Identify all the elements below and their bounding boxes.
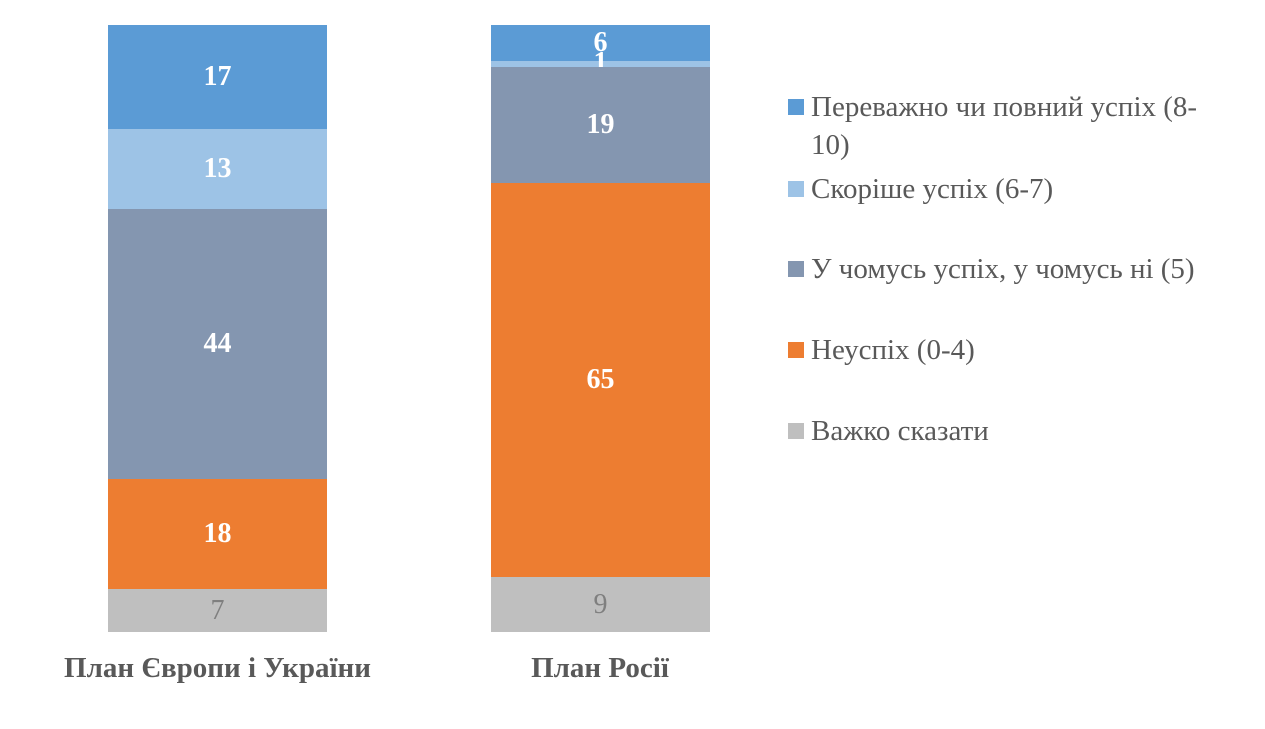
data-label: 13 bbox=[203, 153, 232, 185]
data-label: 65 bbox=[586, 364, 615, 396]
segment-hard-to-say: 7 bbox=[108, 589, 327, 632]
data-label: 44 bbox=[203, 327, 232, 359]
data-label: 7 bbox=[210, 594, 225, 626]
data-label: 18 bbox=[203, 517, 232, 549]
data-label: 6 bbox=[593, 27, 608, 59]
legend-item-failure: Неуспіх (0-4) bbox=[788, 331, 1201, 369]
data-label: 19 bbox=[586, 109, 615, 141]
legend-label: Неуспіх (0-4) bbox=[811, 334, 975, 366]
legend-label: Переважно чи повний успіх (8-10) bbox=[811, 91, 1198, 161]
category-label-russia: План Росії bbox=[531, 652, 669, 684]
legend-label: У чомусь успіх, у чомусь ні (5) bbox=[811, 253, 1195, 285]
legend-item-partial-success: У чомусь успіх, у чомусь ні (5) bbox=[788, 250, 1201, 288]
legend-swatch-icon bbox=[788, 99, 804, 115]
legend-swatch-icon bbox=[788, 423, 804, 439]
segment-full-success: 17 bbox=[108, 25, 327, 130]
segment-hard-to-say: 9 bbox=[491, 577, 710, 632]
segment-full-success: 6 bbox=[491, 25, 710, 62]
category-label-europe-ukraine: План Європи і України bbox=[64, 652, 371, 684]
data-label: 9 bbox=[593, 588, 608, 620]
segment-failure: 65 bbox=[491, 182, 710, 578]
legend-item-rather-success: Скоріше успіх (6-7) bbox=[788, 170, 1201, 208]
legend-item-full-success: Переважно чи повний успіх (8-10) bbox=[788, 88, 1201, 164]
legend-swatch-icon bbox=[788, 181, 804, 197]
bar-russia-plan: 6 1 19 65 9 bbox=[491, 25, 710, 632]
legend-swatch-icon bbox=[788, 261, 804, 277]
legend-label: Скоріше успіх (6-7) bbox=[811, 173, 1054, 205]
segment-rather-success: 13 bbox=[108, 129, 327, 209]
segment-partial-success: 19 bbox=[491, 67, 710, 183]
bar-europe-ukraine-plan: 17 13 44 18 7 bbox=[108, 25, 327, 632]
segment-partial-success: 44 bbox=[108, 208, 327, 479]
legend-label: Важко сказати bbox=[811, 415, 989, 447]
data-label: 17 bbox=[203, 61, 232, 93]
legend-swatch-icon bbox=[788, 342, 804, 358]
legend-item-hard-to-say: Важко сказати bbox=[788, 412, 1201, 450]
segment-failure: 18 bbox=[108, 478, 327, 590]
